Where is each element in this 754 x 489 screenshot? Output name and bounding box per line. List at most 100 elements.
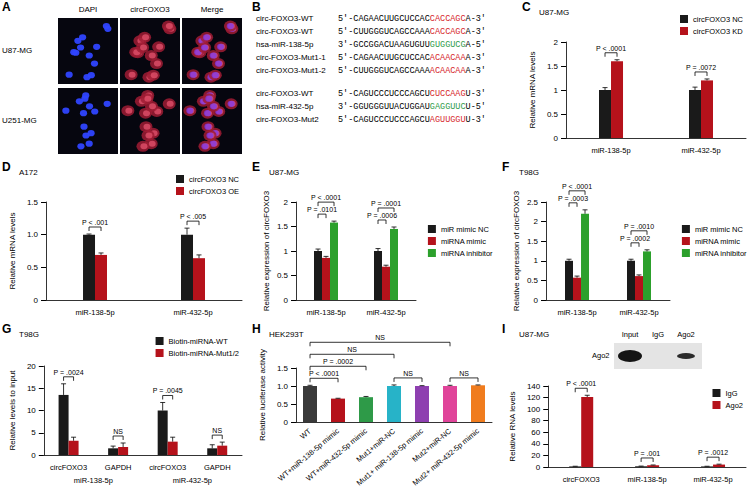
svg-text:miR-432-5p: miR-432-5p: [681, 146, 720, 155]
svg-text:P < .001: P < .001: [82, 219, 108, 226]
svg-text:1: 1: [554, 86, 559, 95]
svg-text:NS: NS: [375, 334, 385, 341]
svg-text:0.5: 0.5: [277, 271, 289, 280]
svg-text:10: 10: [27, 406, 36, 415]
svg-text:circFOXO3: circFOXO3: [50, 463, 87, 472]
svg-text:120: 120: [527, 393, 541, 402]
svg-text:miR-138-5p: miR-138-5p: [306, 308, 345, 317]
svg-text:100: 100: [527, 405, 541, 414]
svg-text:miR-432-5p: miR-432-5p: [173, 476, 212, 485]
svg-text:NS: NS: [212, 427, 222, 434]
svg-text:2: 2: [534, 217, 539, 226]
svg-text:NS: NS: [113, 428, 123, 435]
svg-text:WT: WT: [298, 426, 313, 441]
svg-text:0.5: 0.5: [527, 276, 539, 285]
svg-text:1.5: 1.5: [547, 62, 559, 71]
svg-text:P = .0101: P = .0101: [307, 206, 337, 213]
svg-text:NS: NS: [403, 370, 413, 377]
svg-text:0: 0: [554, 134, 559, 143]
svg-text:miRNA inhibitor: miRNA inhibitor: [441, 249, 493, 258]
svg-text:P < .0001: P < .0001: [309, 370, 339, 377]
svg-text:miRNA inhibitor: miRNA inhibitor: [695, 249, 747, 258]
svg-text:20: 20: [531, 451, 540, 460]
svg-text:Relative mRNA levels: Relative mRNA levels: [8, 213, 17, 290]
svg-text:P < .0001: P < .0001: [311, 194, 341, 201]
svg-text:miR mimic NC: miR mimic NC: [695, 225, 743, 234]
svg-text:A172: A172: [19, 168, 38, 177]
svg-text:140: 140: [527, 382, 541, 391]
svg-text:15: 15: [27, 384, 36, 393]
svg-text:U87-MG: U87-MG: [539, 8, 569, 17]
svg-text:miRNA mimic: miRNA mimic: [695, 237, 740, 246]
svg-text:circFOXO3 OE: circFOXO3 OE: [189, 187, 239, 196]
svg-text:P < .0001: P < .0001: [562, 183, 592, 190]
svg-text:Relative luciferase activity: Relative luciferase activity: [258, 349, 267, 441]
svg-text:circFOXO3 KD: circFOXO3 KD: [693, 27, 743, 36]
svg-text:IgG: IgG: [725, 389, 737, 398]
svg-text:P = .0010: P = .0010: [624, 223, 654, 230]
svg-text:T98G: T98G: [19, 330, 39, 339]
svg-text:P = .0024: P = .0024: [54, 369, 84, 376]
svg-text:T98G: T98G: [519, 168, 539, 177]
svg-text:miR-432-5p: miR-432-5p: [619, 308, 658, 317]
svg-text:0: 0: [284, 418, 289, 427]
svg-text:P = .0002: P = .0002: [323, 358, 353, 365]
svg-text:0.5: 0.5: [27, 263, 39, 272]
svg-text:NS: NS: [459, 370, 469, 377]
svg-text:miR-432-5p: miR-432-5p: [693, 475, 732, 484]
svg-text:circFOXO3: circFOXO3: [149, 463, 186, 472]
svg-text:1.5: 1.5: [277, 364, 289, 373]
svg-text:Relative mRNA levels: Relative mRNA levels: [528, 52, 537, 129]
svg-text:P = .0006: P = .0006: [367, 212, 397, 219]
svg-text:Mut2+ miR-432-5p mimic: Mut2+ miR-432-5p mimic: [411, 426, 481, 487]
svg-text:U87-MG: U87-MG: [519, 330, 549, 339]
svg-text:2: 2: [554, 38, 559, 47]
svg-text:Biotin-miRNA-WT: Biotin-miRNA-WT: [169, 337, 229, 346]
svg-text:2: 2: [284, 198, 289, 207]
svg-text:P = .0002: P = .0002: [620, 235, 650, 242]
svg-text:miR-138-5p: miR-138-5p: [628, 475, 667, 484]
svg-text:0: 0: [31, 451, 36, 460]
svg-text:5: 5: [31, 428, 36, 437]
svg-text:circFOXO3 NC: circFOXO3 NC: [693, 15, 744, 24]
svg-text:Relative expression of circFOX: Relative expression of circFOXO3: [512, 190, 521, 311]
svg-text:HEK293T: HEK293T: [269, 330, 304, 339]
svg-text:0.5: 0.5: [277, 400, 289, 409]
svg-text:0: 0: [284, 296, 289, 305]
svg-text:P < .0001: P < .0001: [596, 45, 626, 52]
svg-text:0: 0: [34, 296, 39, 305]
svg-text:P < .0001: P < .0001: [566, 380, 596, 387]
svg-text:40: 40: [531, 439, 540, 448]
svg-text:P = .0045: P = .0045: [153, 387, 183, 394]
svg-text:circFOXO3 NC: circFOXO3 NC: [189, 175, 240, 184]
svg-text:P = .0072: P = .0072: [686, 64, 716, 71]
svg-text:miR mimic NC: miR mimic NC: [441, 225, 489, 234]
svg-text:P = .0003: P = .0003: [558, 195, 588, 202]
svg-text:Relative levels to input: Relative levels to input: [8, 370, 17, 451]
svg-text:miR-138-5p: miR-138-5p: [75, 308, 114, 317]
svg-text:0.5: 0.5: [547, 110, 559, 119]
svg-text:Relative RNA levels: Relative RNA levels: [508, 391, 517, 461]
svg-text:Biotin-miRNA-Mut1/2: Biotin-miRNA-Mut1/2: [169, 349, 239, 358]
svg-text:miR-138-5p: miR-138-5p: [557, 308, 596, 317]
svg-text:0: 0: [534, 296, 539, 305]
svg-text:miR-138-5p: miR-138-5p: [591, 146, 630, 155]
svg-text:Ago2: Ago2: [725, 401, 743, 410]
svg-text:miRNA mimic: miRNA mimic: [441, 237, 486, 246]
svg-text:1.5: 1.5: [527, 237, 539, 246]
svg-text:1.0: 1.0: [277, 382, 289, 391]
svg-text:circFOXO3: circFOXO3: [563, 475, 600, 484]
svg-text:GAPDH: GAPDH: [105, 463, 132, 472]
svg-text:80: 80: [531, 416, 540, 425]
svg-text:0: 0: [536, 463, 541, 472]
svg-text:GAPDH: GAPDH: [204, 463, 231, 472]
svg-text:1.0: 1.0: [27, 230, 39, 239]
svg-text:NS: NS: [347, 346, 357, 353]
svg-text:P = .001: P = .001: [634, 450, 660, 457]
svg-text:P < .005: P < .005: [180, 213, 206, 220]
svg-text:1.5: 1.5: [27, 198, 39, 207]
svg-text:1.5: 1.5: [277, 222, 289, 231]
svg-text:miR-138-5p: miR-138-5p: [74, 476, 113, 485]
svg-text:P = .0001: P = .0001: [371, 200, 401, 207]
svg-text:miR-432-5p: miR-432-5p: [173, 308, 212, 317]
